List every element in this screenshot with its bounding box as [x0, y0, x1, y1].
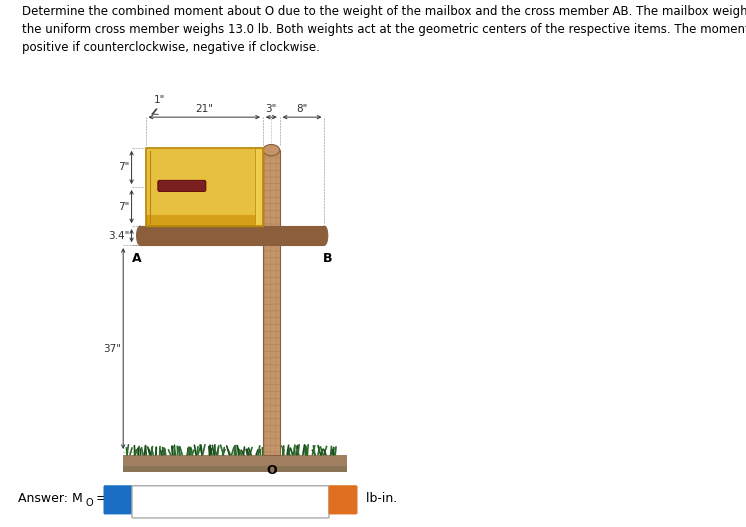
Text: 3": 3" [266, 104, 277, 114]
Bar [145, 148, 263, 226]
Text: O: O [86, 498, 94, 508]
Text: =: = [92, 492, 107, 505]
FancyBboxPatch shape [104, 485, 133, 514]
FancyBboxPatch shape [132, 486, 329, 518]
Text: Answer: M: Answer: M [18, 492, 83, 505]
Bar [254, 148, 263, 226]
FancyBboxPatch shape [328, 485, 357, 514]
FancyBboxPatch shape [158, 180, 206, 191]
Text: Determine the combined moment about O due to the weight of the mailbox and the c: Determine the combined moment about O du… [22, 5, 746, 54]
Bar [140, 226, 325, 245]
Bar [123, 466, 347, 472]
Text: 7": 7" [119, 162, 130, 172]
Text: 37": 37" [104, 344, 122, 354]
Bar [145, 148, 263, 226]
Bar [145, 148, 263, 215]
Text: B: B [322, 252, 332, 265]
Text: 8": 8" [296, 104, 308, 114]
Text: 21": 21" [195, 104, 213, 114]
Text: i: i [116, 492, 120, 505]
Text: O: O [266, 464, 277, 477]
Text: 7": 7" [119, 201, 130, 211]
Bar [123, 455, 347, 472]
Text: A: A [132, 252, 142, 265]
Bar [263, 150, 280, 455]
Ellipse shape [137, 226, 143, 245]
Ellipse shape [263, 144, 280, 155]
Text: !: ! [340, 492, 346, 505]
Text: lb-in.: lb-in. [362, 492, 398, 505]
Text: 1": 1" [154, 95, 165, 105]
Text: 3.4": 3.4" [108, 231, 130, 241]
Ellipse shape [321, 226, 327, 245]
